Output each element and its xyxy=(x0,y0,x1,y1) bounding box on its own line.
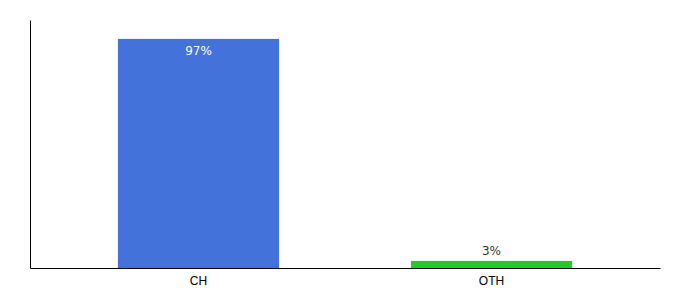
bars xyxy=(118,39,572,268)
x-axis: CH OTH xyxy=(31,269,661,288)
x-axis-line xyxy=(31,268,661,269)
bar xyxy=(411,261,572,268)
data-label: 3% xyxy=(482,244,501,258)
data-label: 97% xyxy=(185,44,212,58)
x-tick: OTH xyxy=(479,274,504,288)
y-axis xyxy=(30,21,31,269)
data-labels: 97% 3% xyxy=(185,44,501,258)
x-tick-label: CH xyxy=(190,274,207,288)
plot-area: CH OTH 97% 3% xyxy=(31,21,661,288)
y-axis-line xyxy=(30,21,31,269)
chart: CH OTH 97% 3% xyxy=(0,0,680,300)
x-tick-label: OTH xyxy=(479,274,504,288)
bar xyxy=(118,39,279,268)
x-tick: CH xyxy=(190,274,207,288)
